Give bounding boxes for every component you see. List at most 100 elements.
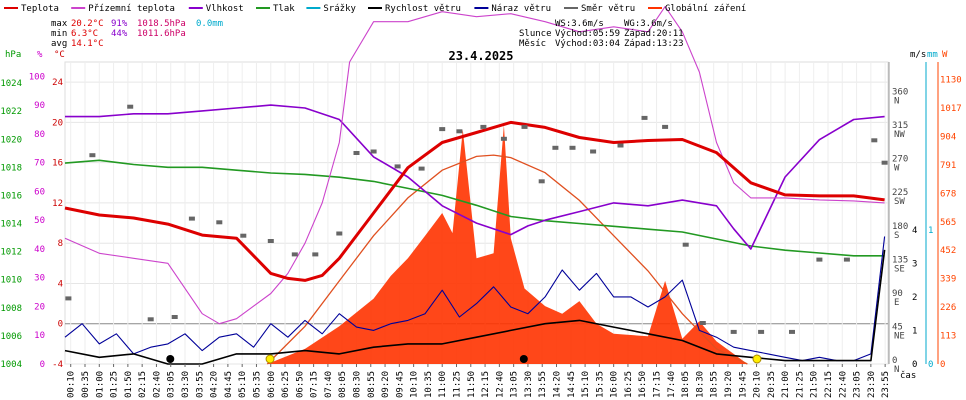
humidity-axis-tick: 100 xyxy=(29,72,45,82)
x-axis-tick: 12:15 xyxy=(481,371,491,398)
x-axis-tick: 03:05 xyxy=(167,371,177,398)
legend-label: Tlak xyxy=(273,4,295,14)
wind-axis-tick: 2 xyxy=(912,293,917,303)
wind-direction-mark xyxy=(521,124,528,129)
direction-axis-tick: 90 xyxy=(892,289,903,299)
wind-direction-mark xyxy=(89,153,96,158)
x-axis-tick: 19:20 xyxy=(724,371,734,398)
info-wg: WG:3.6m/s xyxy=(624,19,673,29)
series-line-pressure xyxy=(64,159,885,257)
wind-direction-mark xyxy=(188,216,195,221)
x-axis-tick: 07:15 xyxy=(310,371,320,398)
stats-label: min xyxy=(51,29,67,39)
x-axis-tick: 08:30 xyxy=(352,371,362,398)
x-axis-tick: 21:50 xyxy=(810,371,820,398)
x-axis-tick: 01:00 xyxy=(95,371,105,398)
x-axis-tick: 11:00 xyxy=(438,371,448,398)
x-axis-tick: 16:25 xyxy=(624,371,634,398)
direction-axis-tick: 315 xyxy=(892,121,908,131)
info-sunrise: Východ:05:59 xyxy=(555,29,620,39)
wind-direction-mark xyxy=(500,136,507,141)
direction-axis-tick: 225 xyxy=(892,188,908,198)
x-axis-tick: 14:45 xyxy=(567,371,577,398)
x-axis-tick: 04:45 xyxy=(224,371,234,398)
radiation-area xyxy=(266,124,748,365)
x-axis-tick: 22:15 xyxy=(824,371,834,398)
wind-direction-mark xyxy=(881,160,888,165)
pressure-axis-tick: 1022 xyxy=(0,107,22,117)
pressure-axis-tick: 1006 xyxy=(0,332,22,342)
humidity-axis-tick: 0 xyxy=(40,360,45,370)
stats-temperature: 14.1°C xyxy=(71,39,104,49)
x-axis-tick: 17:40 xyxy=(667,371,677,398)
temperature-axis-label: °C xyxy=(54,50,65,60)
series-line-wind-speed xyxy=(64,249,886,365)
x-axis-tick: 01:50 xyxy=(124,371,134,398)
radiation-axis-tick: 113 xyxy=(940,332,956,342)
humidity-axis-label: % xyxy=(37,50,43,60)
x-axis-tick: 21:00 xyxy=(781,371,791,398)
rain-axis-tick: 1 xyxy=(928,226,933,236)
legend-label: Rychlost větru xyxy=(385,4,461,14)
x-axis-tick: 06:25 xyxy=(281,371,291,398)
x-axis-tick: 17:15 xyxy=(653,371,663,398)
series-line-ground-temperature xyxy=(64,6,885,325)
x-axis-tick: 11:25 xyxy=(452,371,462,398)
legend-label: Globální záření xyxy=(665,4,746,14)
humidity-axis-tick: 30 xyxy=(34,274,45,284)
x-axis-tick: 16:00 xyxy=(610,371,620,398)
direction-axis-label: SE xyxy=(894,264,905,274)
x-axis-tick: 23:05 xyxy=(853,371,863,398)
x-axis-tick: 09:45 xyxy=(395,371,405,398)
stats-label: max xyxy=(51,19,68,29)
wind-direction-mark xyxy=(699,321,706,325)
x-axis-label: čas xyxy=(900,370,916,381)
stats-pressure: 1011.6hPa xyxy=(137,29,186,39)
wind-direction-mark xyxy=(65,296,72,301)
temperature-axis-tick: 8 xyxy=(58,239,63,249)
pressure-axis-tick: 1010 xyxy=(0,276,22,286)
radiation-axis-tick: 904 xyxy=(940,132,956,142)
series-lines xyxy=(64,6,886,365)
humidity-axis-tick: 90 xyxy=(34,101,45,111)
radiation-axis-tick: 791 xyxy=(940,161,956,171)
x-axis-tick: 13:55 xyxy=(538,371,548,398)
direction-axis-label: N xyxy=(894,365,899,375)
radiation-axis-tick: 0 xyxy=(940,360,945,370)
direction-axis-label: S xyxy=(894,231,899,241)
temperature-axis-tick: 16 xyxy=(52,159,63,169)
temperature-axis-tick: -4 xyxy=(52,360,63,370)
wind-direction-mark xyxy=(730,329,737,334)
rain-axis-label: mm xyxy=(927,50,938,60)
wind-direction-mark xyxy=(789,329,795,334)
x-axis-tick: 15:10 xyxy=(581,371,591,398)
x-axis-tick: 23:30 xyxy=(867,371,877,398)
humidity-axis-tick: 60 xyxy=(34,187,45,197)
x-axis-tick: 11:50 xyxy=(467,371,477,398)
x-axis-tick: 16:50 xyxy=(638,371,648,398)
wind-direction-mark xyxy=(418,166,425,171)
direction-axis-label: W xyxy=(894,164,900,174)
pressure-axis-tick: 1016 xyxy=(0,191,22,201)
radiation-axis-tick: 452 xyxy=(940,246,956,256)
info-ws: WS:3.6m/s xyxy=(555,19,604,29)
temperature-axis-tick: 4 xyxy=(58,279,63,289)
pressure-axis-tick: 1004 xyxy=(0,360,22,370)
pressure-axis-label: hPa xyxy=(5,50,21,60)
axes: 1004100610081010101210141016101810201022… xyxy=(0,49,961,398)
wind-axis-label: m/s xyxy=(910,50,926,60)
wind-direction-mark xyxy=(569,145,576,150)
direction-axis-tick: 135 xyxy=(892,255,908,265)
legend-label: Náraz větru xyxy=(491,4,551,14)
wind-direction-mark xyxy=(291,252,298,257)
sun-moon-markers xyxy=(166,354,762,364)
moon-marker xyxy=(166,355,175,363)
x-axis-tick: 10:10 xyxy=(410,371,420,398)
wind-direction-mark xyxy=(552,145,559,150)
radiation-axis-tick: 1017 xyxy=(940,104,962,114)
info-moon-label: Měsíc xyxy=(519,39,546,49)
wind-direction-mark xyxy=(538,179,545,184)
x-axis-tick: 00:10 xyxy=(67,371,77,398)
direction-axis-label: N xyxy=(894,97,899,107)
